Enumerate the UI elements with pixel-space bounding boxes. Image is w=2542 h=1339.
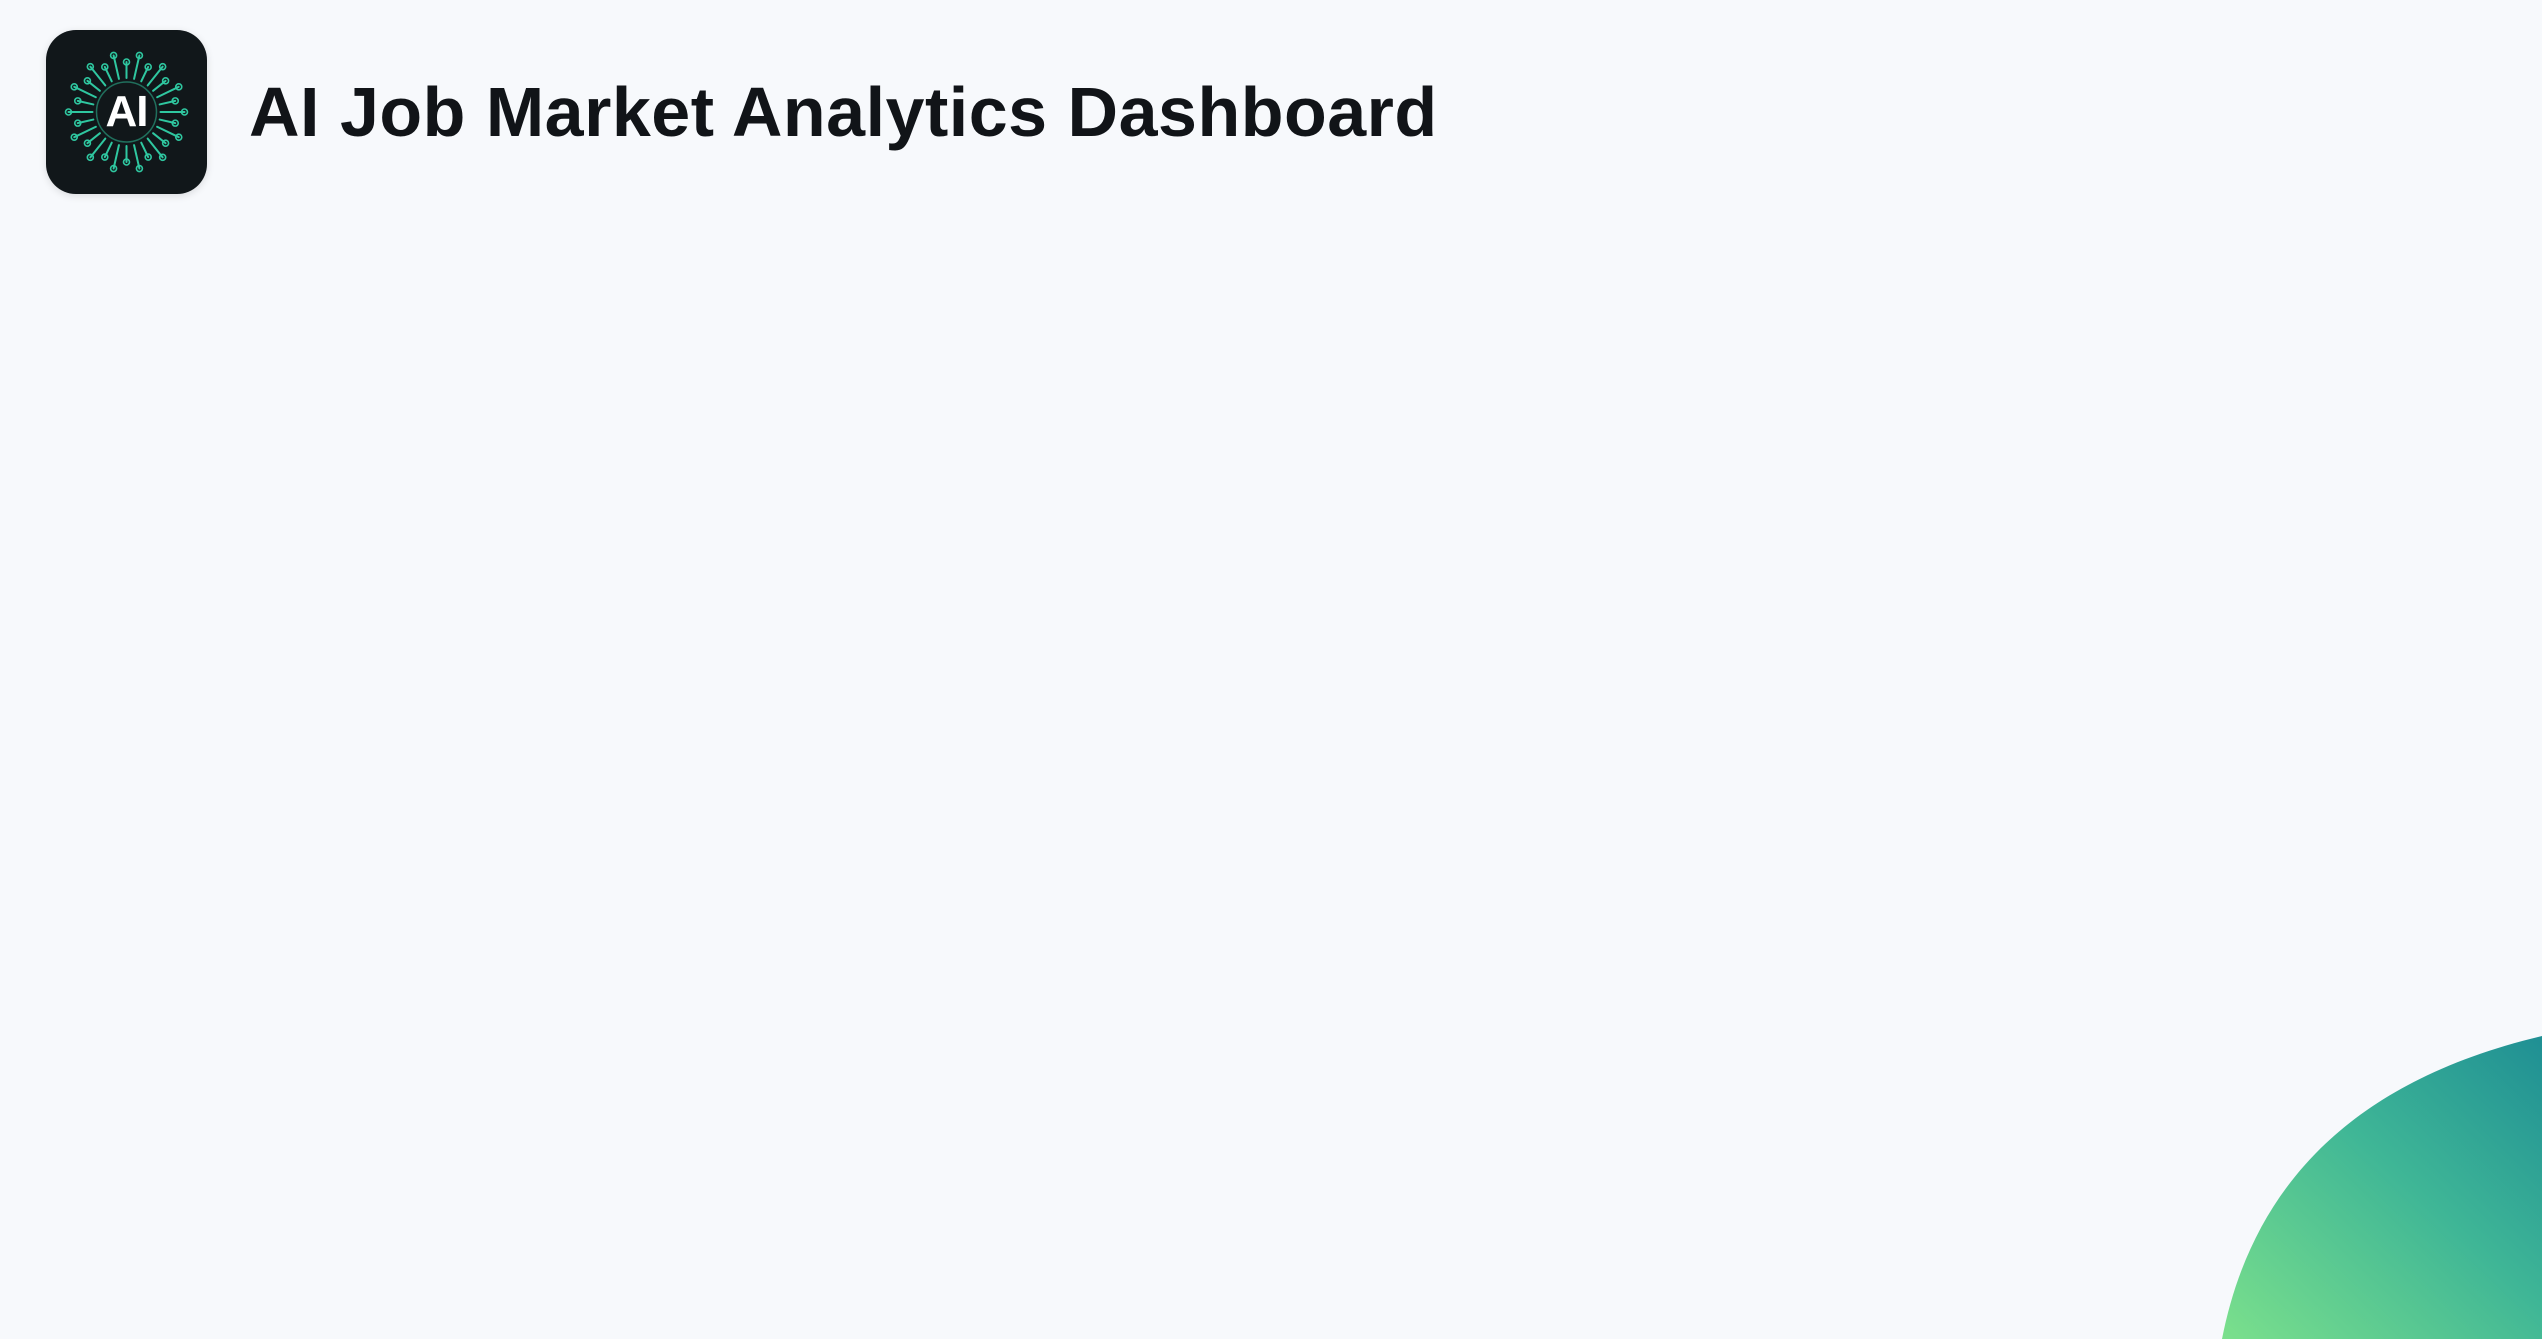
circuit-ray <box>73 85 97 99</box>
circuit-node <box>101 153 109 161</box>
circuit-ray <box>156 85 180 99</box>
circuit-rays <box>64 51 189 173</box>
circuit-node <box>86 153 95 162</box>
circuit-node <box>73 119 82 127</box>
circuit-node <box>171 97 180 105</box>
circuit-node <box>73 97 82 105</box>
circuit-node <box>86 62 95 71</box>
circuit-node <box>174 83 183 91</box>
circuit-ray <box>112 144 120 170</box>
circuit-node <box>109 51 118 60</box>
circuit-ray <box>133 144 141 170</box>
decorative-blob <box>2212 1036 2542 1339</box>
circuit-node <box>101 63 109 71</box>
circuit-node <box>144 153 152 161</box>
circuit-ray <box>89 65 107 87</box>
circuit-node <box>109 164 118 173</box>
circuit-node <box>161 77 170 85</box>
circuit-node <box>174 133 183 141</box>
circuit-node <box>180 108 189 116</box>
circuit-node <box>135 51 144 60</box>
circuit-node <box>144 63 152 71</box>
logo-text: AI <box>105 87 149 136</box>
circuit-node <box>158 62 167 71</box>
circuit-ray <box>146 137 164 159</box>
circuit-node <box>83 77 92 85</box>
circuit-ray <box>112 54 120 80</box>
circuit-node <box>158 153 167 162</box>
circuit-node <box>171 119 180 127</box>
page-title: AI Job Market Analytics Dashboard <box>249 73 1438 151</box>
circuit-ray <box>133 54 141 80</box>
ai-logo-icon: AI <box>46 30 207 194</box>
circuit-ray <box>156 125 180 139</box>
gradient-blob-shape <box>2222 1036 2542 1339</box>
circuit-ray <box>73 125 97 139</box>
circuit-node <box>64 108 73 116</box>
circuit-ray <box>89 137 107 159</box>
circuit-node <box>122 158 131 166</box>
circuit-node <box>161 139 170 147</box>
circuit-node <box>70 133 79 141</box>
circuit-node <box>70 83 79 91</box>
logo-core-ring <box>95 81 158 143</box>
header: AI AI Job Market Analytics Dashboard <box>46 30 1438 194</box>
circuit-ray <box>146 65 164 87</box>
circuit-node <box>135 164 144 173</box>
circuit-node <box>122 58 131 66</box>
circuit-node <box>83 139 92 147</box>
